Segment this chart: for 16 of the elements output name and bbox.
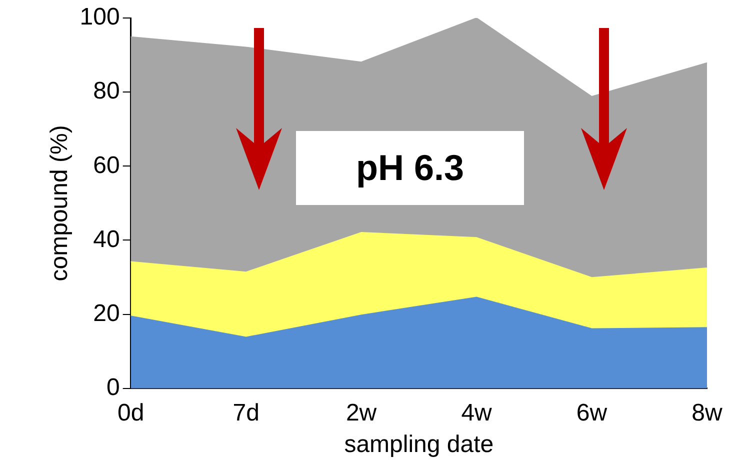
y-axis-title: compound (%)	[46, 125, 74, 282]
x-tick-label: 4w	[461, 399, 493, 426]
x-tick-label: 0d	[117, 399, 144, 426]
y-tick-label: 100	[80, 4, 120, 31]
x-axis-title: sampling date	[344, 431, 494, 458]
text-box: pH 6.3	[296, 131, 524, 205]
annotation: pH 6.3	[356, 147, 464, 189]
y-tick-label: 40	[93, 226, 120, 253]
y-tick-label: 20	[93, 300, 120, 327]
x-tick-label: 2w	[346, 399, 378, 426]
x-tick-label: 6w	[576, 399, 608, 426]
x-tick-label: 8w	[692, 399, 724, 426]
x-tick-label: 7d	[232, 399, 260, 426]
y-tick-label: 0	[106, 374, 120, 402]
y-tick-label: 80	[93, 78, 120, 105]
y-tick-label: 60	[93, 152, 120, 179]
